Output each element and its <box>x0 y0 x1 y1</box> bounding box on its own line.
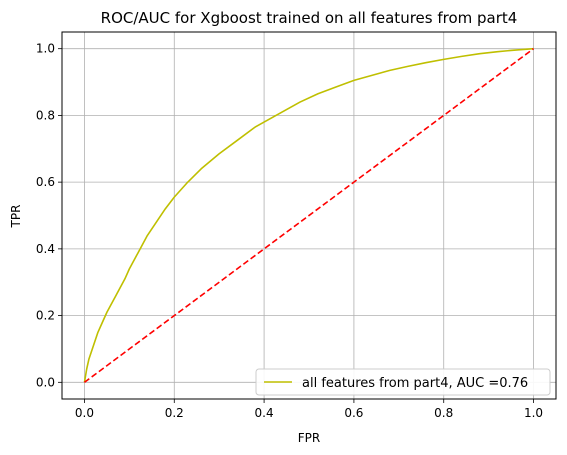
plot-series <box>83 47 535 383</box>
y-axis-label: TPR <box>9 205 23 229</box>
y-ticks: 0.0 0.2 0.4 0.6 0.8 1.0 <box>36 42 62 389</box>
legend: all features from part4, AUC =0.76 <box>255 368 551 396</box>
y-tick-label: 0.8 <box>36 108 55 122</box>
plot-frame <box>61 31 557 400</box>
x-tick-label: 1.0 <box>524 406 543 420</box>
x-tick-label: 0.2 <box>165 406 184 420</box>
roc-curve-line <box>83 47 534 383</box>
y-tick-label: 0.0 <box>36 375 55 389</box>
y-tick-label: 0.6 <box>36 175 55 189</box>
x-axis-label: FPR <box>298 431 320 445</box>
chart-title: ROC/AUC for Xgboost trained on all featu… <box>101 9 518 27</box>
x-ticks: 0.0 0.2 0.4 0.6 0.8 1.0 <box>75 399 543 420</box>
chance-diagonal-line <box>83 48 535 383</box>
x-tick-label: 0.4 <box>255 406 274 420</box>
x-tick-label: 0.6 <box>344 406 363 420</box>
x-tick-label: 0.0 <box>75 406 94 420</box>
x-tick-label: 0.8 <box>434 406 453 420</box>
grid-lines <box>62 32 556 399</box>
y-tick-label: 1.0 <box>36 42 55 56</box>
legend-box <box>255 368 551 396</box>
legend-label: all features from part4, AUC =0.76 <box>302 376 528 391</box>
y-tick-label: 0.4 <box>36 242 55 256</box>
y-tick-label: 0.2 <box>36 309 55 323</box>
